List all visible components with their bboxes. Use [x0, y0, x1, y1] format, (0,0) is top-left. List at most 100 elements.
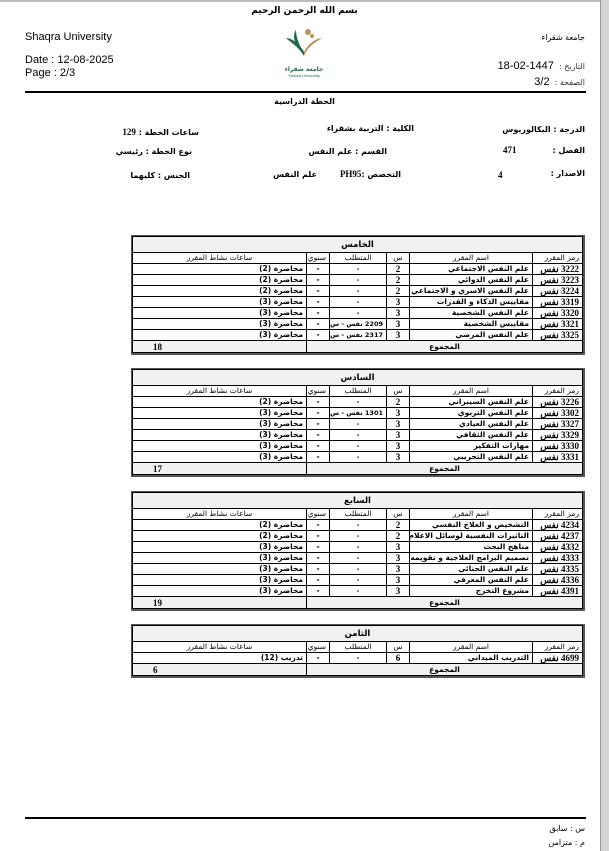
university-name-en: Shaqra University: [25, 31, 112, 43]
course-yearly: -: [306, 318, 330, 330]
book-logo-icon: [286, 29, 322, 56]
course-activity: محاضرة (2): [132, 530, 307, 542]
course-hours: 2: [386, 519, 410, 531]
document-title: الخطة الدراسية: [274, 97, 335, 106]
course-code: 4335 نفس: [532, 563, 583, 575]
course-yearly: -: [306, 429, 330, 441]
total-hours: 18: [132, 340, 307, 353]
course-prereq: -: [329, 574, 387, 586]
page-scrollbar[interactable]: [600, 0, 609, 851]
hijri-date-value: 1447-02-18: [497, 60, 554, 72]
course-prereq: -: [329, 418, 387, 430]
course-prereq: -: [329, 519, 387, 531]
column-header-activity: ساعات نشاط المقرر: [132, 508, 307, 520]
total-label: المجموع: [306, 596, 583, 609]
course-yearly: -: [306, 440, 330, 452]
table-row: 3222 نفس علم النفس الاجتماعي 2- - محاضرة (2): [132, 263, 583, 275]
column-header-name: اسم المقرر: [409, 508, 533, 520]
legend-concurrent: م : متزامن: [548, 838, 585, 847]
section-title: السادس: [132, 369, 583, 386]
course-activity: محاضرة (3): [132, 451, 307, 463]
plan-type: نوع الخطة : رئيسي: [115, 147, 192, 156]
course-name: مهارات التفكير: [409, 440, 533, 452]
course-prereq: -: [329, 263, 387, 275]
total-hours: 6: [132, 663, 307, 676]
course-prereq: -: [329, 429, 387, 441]
course-prereq: -: [329, 396, 387, 408]
table-row: 4335 نفس علم النفس الجنائي 3- - محاضرة (3): [132, 563, 583, 575]
hijri-date: التاريخ : 1447-02-18: [498, 54, 585, 73]
course-name: علم النفس التربوي: [409, 407, 533, 419]
course-hours: 3: [386, 552, 410, 564]
column-header-activity: ساعات نشاط المقرر: [132, 252, 307, 264]
course-code: 3224 نفس: [532, 285, 583, 297]
course-hours: 6: [386, 652, 410, 664]
course-code: 3321 نفس: [532, 318, 583, 330]
course-yearly: -: [306, 329, 330, 341]
course-prereq: -: [329, 296, 387, 308]
course-name: مقاييس الذكاء و القدرات: [409, 296, 533, 308]
course-prereq: -: [329, 552, 387, 564]
course-prereq: 1301 نفس - س: [329, 407, 387, 419]
course-yearly: -: [306, 396, 330, 408]
column-header-code: رمز المقرر: [532, 641, 583, 653]
course-prereq: -: [329, 530, 387, 542]
courses-table: السابع رمز المقرر اسم المقرر س المتطلب سنوي سا…: [132, 492, 583, 609]
course-code: 3223 نفس: [532, 274, 583, 286]
gender: الجنس : كليهما: [130, 171, 190, 180]
course-hours: 3: [386, 563, 410, 575]
course-prereq: -: [329, 585, 387, 597]
course-code: 4336 نفس: [532, 574, 583, 586]
page-number: Page : 2/3: [25, 67, 76, 79]
version-value: 4: [498, 170, 503, 180]
course-code: 4391 نفس: [532, 585, 583, 597]
column-header-code: رمز المقرر: [532, 508, 583, 520]
hijri-date-label: التاريخ :: [558, 62, 585, 71]
column-header-code: رمز المقرر: [532, 252, 583, 264]
table-row: 4237 نفس التاثيرات النفسية لوسائل الاعلام…: [132, 530, 583, 542]
course-hours: 2: [386, 274, 410, 286]
course-yearly: -: [306, 274, 330, 286]
course-hours: 3: [386, 329, 410, 341]
course-code: 4699 نفس: [532, 652, 583, 664]
course-activity: محاضرة (3): [132, 585, 307, 597]
university-logo: جامعة شقراء Shaqra University: [282, 26, 326, 78]
table-row: 3327 نفس علم النفس العيادي 3- - محاضرة (3): [132, 418, 583, 430]
course-code: 3327 نفس: [532, 418, 583, 430]
column-header-prereq: المتطلب: [329, 641, 387, 653]
department: القسم : علم النفس: [308, 147, 387, 156]
course-activity: محاضرة (3): [132, 541, 307, 553]
header-divider: [25, 91, 586, 93]
course-name: تصميم البرامج العلاجية و تقويمه: [409, 552, 533, 564]
course-activity: محاضرة (3): [132, 407, 307, 419]
course-name: التاثيرات النفسية لوسائل الاعلام: [409, 530, 533, 542]
print-date: Date : 12-08-2025: [25, 54, 114, 66]
course-hours: 3: [386, 296, 410, 308]
column-header-yearly: سنوي: [306, 641, 330, 653]
column-header-hours: س: [386, 385, 410, 397]
course-activity: محاضرة (2): [132, 285, 307, 297]
course-name: التشخيص و العلاج النفسي: [409, 519, 533, 531]
course-prereq: -: [329, 541, 387, 553]
course-name: علم النفس السيبراني: [409, 396, 533, 408]
course-activity: محاضرة (3): [132, 307, 307, 319]
course-hours: 3: [386, 451, 410, 463]
course-yearly: -: [306, 574, 330, 586]
course-activity: محاضرة (3): [132, 296, 307, 308]
course-name: علم النفس الاجتماعي: [409, 263, 533, 275]
course-name: مناهج البحث: [409, 541, 533, 553]
course-name: علم النفس العيادي: [409, 418, 533, 430]
column-header-code: رمز المقرر: [532, 385, 583, 397]
column-header-hours: س: [386, 508, 410, 520]
footer-divider: [25, 817, 586, 819]
semester-section: الخامس رمز المقرر اسم المقرر س المتطلب سنوي سا…: [131, 235, 585, 355]
course-yearly: -: [306, 296, 330, 308]
table-row: 3320 نفس علم النفس الشخصية 3- - محاضرة (3): [132, 307, 583, 319]
course-prereq: -: [329, 307, 387, 319]
course-code: 3319 نفس: [532, 296, 583, 308]
course-code: 4332 نفس: [532, 541, 583, 553]
course-hours: 2: [386, 263, 410, 275]
course-hours: 3: [386, 407, 410, 419]
total-hours: 19: [132, 596, 307, 609]
course-activity: محاضرة (3): [132, 429, 307, 441]
